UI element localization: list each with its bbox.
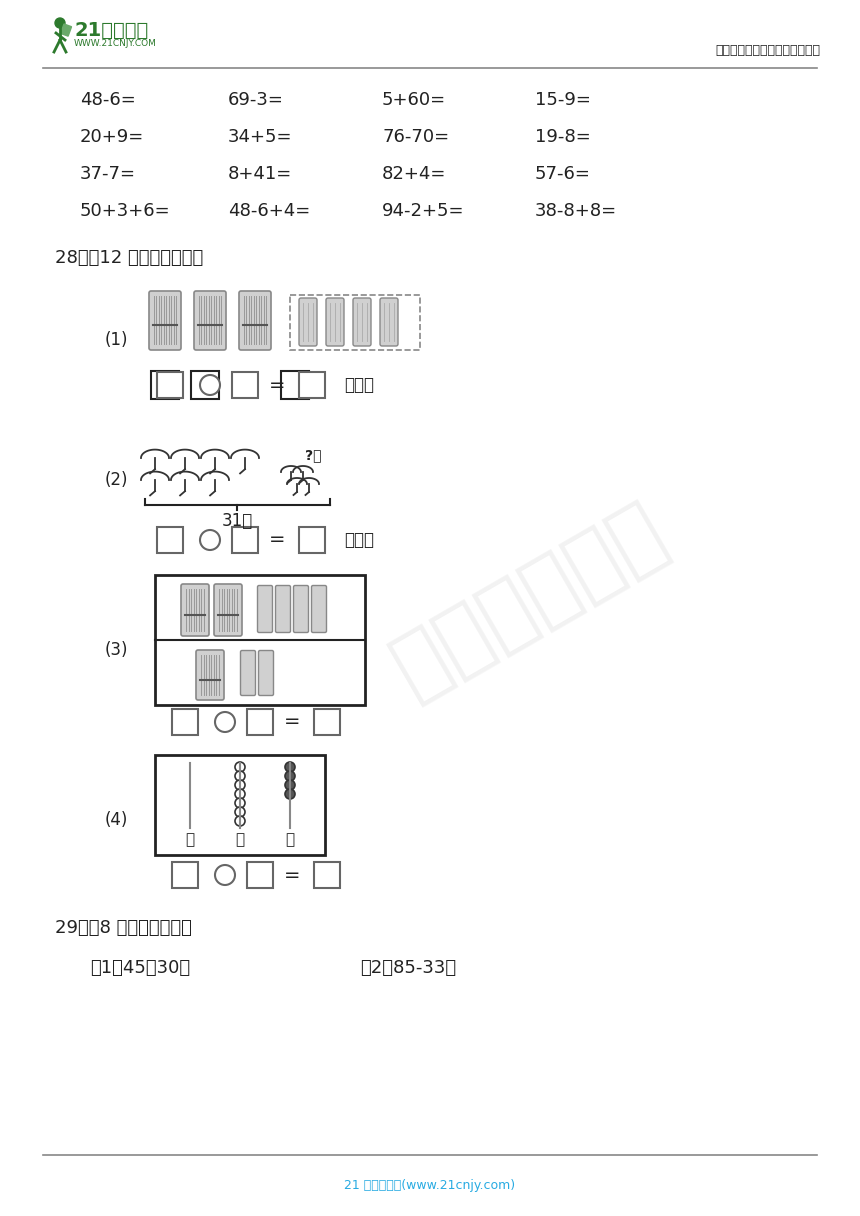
Text: 48-6=: 48-6=	[80, 91, 136, 109]
Circle shape	[285, 771, 295, 781]
Text: 94-2+5=: 94-2+5=	[382, 202, 464, 220]
Text: 48-6+4=: 48-6+4=	[228, 202, 310, 220]
Text: 15-9=: 15-9=	[535, 91, 591, 109]
Text: (3): (3)	[105, 641, 128, 659]
Text: 82+4=: 82+4=	[382, 165, 446, 182]
Bar	[314, 862, 340, 888]
Bar	[281, 371, 309, 399]
Circle shape	[200, 530, 220, 550]
Text: 21 世纪教育网(www.21cnjy.com): 21 世纪教育网(www.21cnjy.com)	[345, 1178, 515, 1192]
Text: =: =	[284, 866, 300, 884]
Text: 5+60=: 5+60=	[382, 91, 446, 109]
FancyBboxPatch shape	[214, 584, 242, 636]
Text: =: =	[284, 713, 300, 732]
Text: （把）: （把）	[344, 531, 374, 548]
Bar	[172, 862, 198, 888]
Text: 28．（12 分）看图列算式: 28．（12 分）看图列算式	[55, 249, 203, 268]
FancyBboxPatch shape	[311, 585, 327, 632]
Circle shape	[285, 762, 295, 772]
Text: （根）: （根）	[344, 376, 374, 394]
Bar	[60, 24, 71, 36]
Bar	[247, 862, 273, 888]
Text: 育网精选资料: 育网精选资料	[380, 490, 680, 710]
Text: 37-7=: 37-7=	[80, 165, 136, 182]
Text: （1）45＋30＝: （1）45＋30＝	[90, 959, 190, 976]
Bar	[232, 372, 258, 398]
Text: ?把: ?把	[305, 447, 322, 462]
Circle shape	[55, 18, 65, 28]
Text: 十: 十	[236, 833, 244, 848]
Text: 中小学教育资源及组卷应用平台: 中小学教育资源及组卷应用平台	[715, 44, 820, 56]
Bar	[157, 527, 183, 553]
Text: 20+9=: 20+9=	[80, 128, 144, 146]
Text: =: =	[268, 530, 286, 550]
Bar	[172, 709, 198, 734]
FancyBboxPatch shape	[257, 585, 273, 632]
Text: (1): (1)	[105, 331, 128, 349]
Text: 76-70=: 76-70=	[382, 128, 449, 146]
Circle shape	[285, 779, 295, 790]
Circle shape	[235, 798, 245, 807]
Bar	[151, 371, 179, 399]
FancyBboxPatch shape	[196, 651, 224, 700]
FancyBboxPatch shape	[241, 651, 255, 696]
Text: 50+3+6=: 50+3+6=	[80, 202, 170, 220]
Text: 8+41=: 8+41=	[228, 165, 292, 182]
Circle shape	[215, 865, 235, 885]
Bar	[290, 295, 420, 350]
Circle shape	[235, 762, 245, 772]
Bar	[299, 527, 325, 553]
FancyBboxPatch shape	[353, 298, 371, 347]
Text: 个: 个	[286, 833, 295, 848]
Text: 21世纪教育: 21世纪教育	[74, 21, 148, 39]
Text: 38-8+8=: 38-8+8=	[535, 202, 617, 220]
Bar	[157, 372, 183, 398]
Text: 57-6=: 57-6=	[535, 165, 591, 182]
Text: 34+5=: 34+5=	[228, 128, 292, 146]
FancyBboxPatch shape	[275, 585, 291, 632]
Circle shape	[235, 779, 245, 790]
Circle shape	[200, 375, 220, 395]
Bar	[247, 709, 273, 734]
Bar	[155, 755, 325, 855]
Circle shape	[235, 789, 245, 799]
Circle shape	[235, 807, 245, 817]
Text: (4): (4)	[105, 811, 128, 829]
Bar	[232, 527, 258, 553]
Text: 31把: 31把	[221, 512, 253, 530]
Text: 百: 百	[186, 833, 194, 848]
Bar	[191, 371, 219, 399]
FancyBboxPatch shape	[259, 651, 273, 696]
FancyBboxPatch shape	[326, 298, 344, 347]
Bar	[299, 372, 325, 398]
Text: 19-8=: 19-8=	[535, 128, 591, 146]
FancyBboxPatch shape	[380, 298, 398, 347]
FancyBboxPatch shape	[194, 291, 226, 350]
Text: WWW.21CNJY.COM: WWW.21CNJY.COM	[74, 39, 157, 49]
Circle shape	[235, 816, 245, 826]
Text: 69-3=: 69-3=	[228, 91, 284, 109]
FancyBboxPatch shape	[181, 584, 209, 636]
FancyBboxPatch shape	[299, 298, 317, 347]
Text: (2): (2)	[105, 471, 128, 489]
Text: （2）85-33＝: （2）85-33＝	[360, 959, 456, 976]
Text: 29．（8 分）列竖式计算: 29．（8 分）列竖式计算	[55, 919, 192, 938]
Circle shape	[235, 771, 245, 781]
FancyBboxPatch shape	[239, 291, 271, 350]
FancyBboxPatch shape	[149, 291, 181, 350]
FancyBboxPatch shape	[293, 585, 309, 632]
Circle shape	[215, 713, 235, 732]
Circle shape	[285, 789, 295, 799]
Bar	[314, 709, 340, 734]
Bar	[155, 575, 365, 705]
Text: =: =	[268, 376, 286, 394]
